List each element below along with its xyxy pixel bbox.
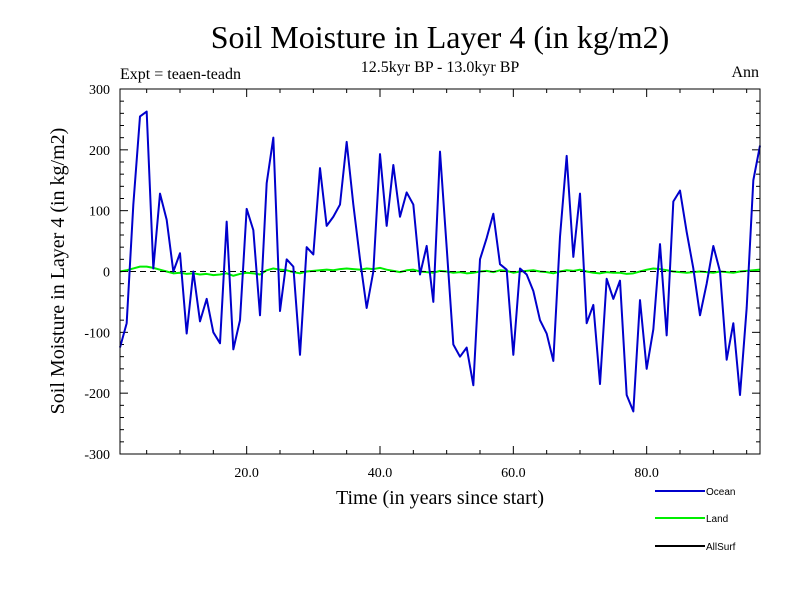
legend-label-ocean: Ocean (706, 487, 735, 498)
chart-subtitle: 12.5kyr BP - 13.0kyr BP (361, 59, 520, 76)
chart-title: Soil Moisture in Layer 4 (in kg/m2) (211, 19, 670, 55)
legend: Ocean Land AllSurf (655, 487, 736, 553)
x-tick-label: 40.0 (368, 466, 393, 481)
x-tick-label: 20.0 (234, 466, 259, 481)
plot-frame (119, 88, 761, 455)
legend-label-allsurf: AllSurf (706, 542, 736, 553)
y-tick-label: 200 (89, 144, 110, 159)
x-tick-label: 60.0 (501, 466, 526, 481)
y-tick-label: -200 (84, 387, 110, 402)
y-tick-label: -300 (84, 448, 110, 463)
series-line-land (119, 265, 761, 277)
y-tick-label: 100 (89, 205, 110, 220)
series-layer (119, 110, 761, 413)
legend-label-land: Land (706, 514, 728, 525)
x-axis-label: Time (in years since start) (336, 487, 544, 509)
experiment-label: Expt = teaen-teadn (120, 66, 241, 83)
series-line-ocean (119, 110, 761, 413)
y-tick-label: -100 (84, 326, 110, 341)
y-axis-label: Soil Moisture in Layer 4 (in kg/m2) (47, 128, 69, 415)
x-tick-label: 80.0 (634, 466, 659, 481)
season-label: Ann (731, 64, 759, 81)
axes-layer: 300 200 100 0 -100 -200 -300 20.0 40.0 60.0 80.0 (84, 83, 760, 481)
y-tick-label: 0 (103, 266, 110, 281)
y-tick-label: 300 (89, 83, 110, 98)
